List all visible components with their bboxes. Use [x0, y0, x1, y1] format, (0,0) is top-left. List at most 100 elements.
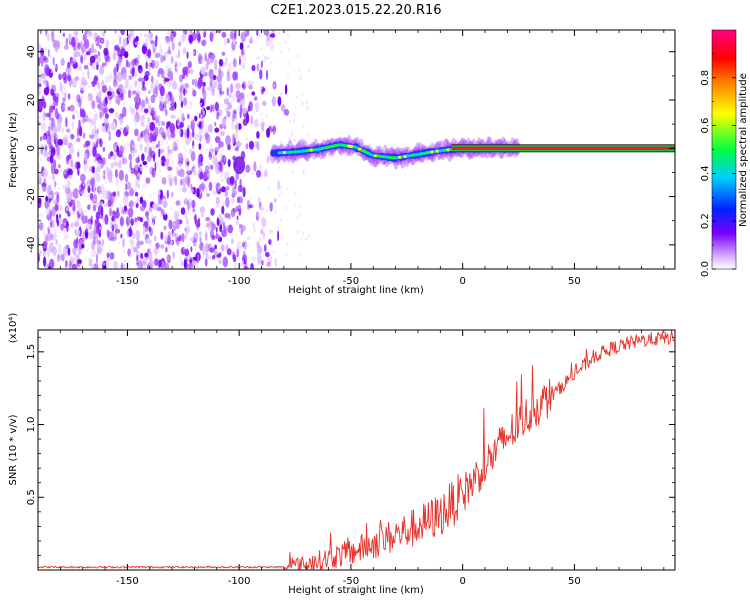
noise-haze [103, 262, 106, 266]
noise-speckle [114, 44, 119, 51]
noise-speckle [77, 258, 82, 265]
noise-speckle [234, 132, 239, 139]
noise-haze [194, 242, 197, 246]
noise-haze [167, 218, 170, 222]
noise-haze [162, 99, 165, 103]
noise-haze [302, 124, 305, 128]
noise-speckle [165, 158, 170, 168]
noise-haze [164, 212, 167, 216]
noise-haze [160, 214, 163, 217]
noise-speckle [153, 64, 158, 69]
noise-speckle [112, 153, 117, 161]
noise-haze [87, 62, 90, 66]
noise-speckle [105, 39, 110, 49]
noise-speckle [95, 225, 101, 235]
noise-speckle [205, 133, 211, 144]
noise-haze [230, 232, 233, 236]
noise-haze [257, 103, 259, 107]
noise-speckle [177, 152, 184, 163]
noise-speckle [43, 178, 46, 184]
noise-speckle [38, 224, 43, 229]
noise-haze [107, 128, 110, 132]
noise-speckle [97, 82, 101, 89]
noise-haze [251, 85, 254, 88]
noise-speckle [80, 108, 86, 118]
noise-speckle [248, 84, 253, 90]
noise-speckle [169, 70, 173, 82]
noise-haze [64, 202, 67, 205]
noise-haze [38, 186, 41, 190]
noise-speckle [62, 32, 66, 38]
noise-haze [74, 198, 77, 201]
noise-speckle [77, 245, 82, 256]
noise-haze [121, 128, 123, 132]
noise-speckle [161, 177, 167, 185]
noise-speckle [160, 244, 165, 250]
noise-haze [123, 101, 125, 105]
noise-speckle [50, 147, 56, 157]
noise-speckle [168, 45, 171, 53]
noise-speckle [62, 137, 67, 145]
noise-speckle [256, 170, 262, 178]
noise-speckle [66, 74, 72, 82]
noise-haze [193, 253, 196, 257]
noise-speckle [213, 189, 216, 195]
noise-speckle [216, 115, 219, 120]
noise-haze [289, 141, 292, 145]
noise-speckle [73, 188, 79, 199]
noise-haze [149, 194, 152, 198]
noise-haze [158, 117, 161, 121]
noise-haze [144, 182, 147, 186]
noise-haze [219, 173, 222, 177]
noise-speckle [231, 93, 236, 102]
noise-speckle [150, 110, 156, 117]
x-tick-label: -100 [228, 276, 251, 287]
noise-haze [127, 33, 130, 37]
noise-haze [124, 259, 127, 263]
noise-haze [128, 168, 131, 172]
noise-speckle [154, 60, 159, 69]
noise-haze [94, 99, 97, 103]
noise-speckle [199, 162, 203, 167]
noise-speckle [206, 106, 211, 111]
noise-haze [162, 97, 165, 100]
noise-speckle [154, 126, 159, 138]
noise-speckle [204, 165, 210, 172]
noise-speckle [266, 261, 272, 267]
noise-haze [305, 237, 308, 241]
noise-haze [38, 176, 41, 180]
noise-speckle [247, 44, 250, 49]
noise-speckle [277, 179, 280, 191]
noise-haze [278, 193, 281, 197]
noise-speckle [104, 202, 108, 207]
noise-speckle [83, 64, 89, 70]
noise-speckle [91, 43, 95, 54]
noise-haze [176, 243, 179, 247]
noise-speckle [60, 223, 64, 231]
noise-speckle [214, 146, 219, 154]
noise-haze [40, 120, 43, 124]
noise-speckle [56, 254, 61, 262]
noise-speckle [250, 115, 254, 125]
noise-haze [133, 80, 136, 84]
noise-haze [154, 209, 157, 213]
noise-speckle [271, 96, 277, 107]
noise-speckle [134, 217, 138, 223]
noise-speckle [75, 37, 79, 49]
noise-speckle [178, 122, 184, 128]
noise-speckle [49, 145, 55, 153]
noise-haze [60, 169, 63, 173]
noise-speckle [227, 224, 233, 234]
spectrogram-x-ticks: -150 -100 -50 0 50 [59, 30, 665, 287]
noise-speckle [76, 213, 79, 224]
noise-speckle [109, 252, 115, 260]
noise-haze [298, 68, 301, 72]
noise-haze [146, 39, 148, 43]
noise-speckle [78, 119, 81, 131]
noise-speckle [142, 255, 148, 266]
noise-haze [44, 81, 46, 85]
noise-haze [306, 107, 309, 111]
noise-speckle [241, 242, 246, 249]
noise-haze [184, 202, 187, 206]
noise-speckle [240, 104, 243, 115]
